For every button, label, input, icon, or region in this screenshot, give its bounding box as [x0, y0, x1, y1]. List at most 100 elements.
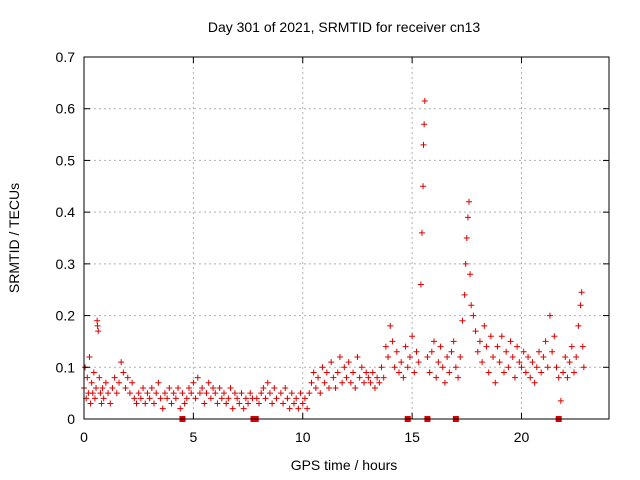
y-tick-label: 0.4 — [56, 204, 76, 220]
data-point — [105, 390, 112, 397]
data-point — [236, 400, 243, 407]
data-point — [549, 348, 556, 355]
data-point — [467, 271, 474, 278]
data-point — [229, 405, 236, 412]
data-point — [157, 395, 164, 402]
data-point — [301, 395, 308, 402]
data-point — [371, 384, 378, 391]
data-point — [579, 343, 586, 350]
data-point — [240, 405, 247, 412]
data-point — [494, 343, 501, 350]
data-point — [146, 395, 153, 402]
data-point — [522, 369, 529, 376]
y-tick-label: 0.2 — [56, 308, 76, 324]
x-tick-label: 15 — [404, 429, 420, 445]
data-point — [341, 364, 348, 371]
data-point — [328, 359, 335, 366]
data-point — [435, 359, 442, 366]
data-point — [546, 312, 553, 319]
data-point — [461, 291, 468, 298]
data-point — [420, 183, 427, 190]
data-point — [172, 395, 179, 402]
data-point — [577, 302, 584, 309]
data-point — [321, 379, 328, 386]
data-point — [161, 390, 168, 397]
data-point — [503, 348, 510, 355]
data-point — [120, 369, 127, 376]
data-point — [89, 390, 96, 397]
data-point — [476, 338, 483, 345]
data-point — [245, 400, 252, 407]
data-point — [196, 390, 203, 397]
data-point — [216, 384, 223, 391]
data-point — [536, 348, 542, 355]
data-point — [358, 364, 365, 371]
data-point — [319, 364, 326, 371]
data-point — [376, 379, 383, 386]
data-point — [214, 400, 221, 407]
data-point — [166, 384, 173, 391]
data-point — [111, 374, 118, 381]
data-point — [400, 374, 407, 381]
data-point — [262, 395, 269, 402]
data-point — [332, 384, 339, 391]
data-point — [286, 405, 293, 412]
data-point — [474, 348, 481, 355]
data-point — [242, 395, 249, 402]
data-point — [203, 390, 210, 397]
data-point — [155, 379, 162, 386]
data-point — [210, 384, 217, 391]
data-point — [201, 400, 208, 407]
data-point — [126, 390, 133, 397]
data-point — [88, 379, 95, 386]
data-point — [260, 384, 267, 391]
data-point — [468, 302, 475, 309]
data-point — [183, 395, 190, 402]
data-point — [90, 369, 97, 376]
data-point — [98, 400, 105, 407]
data-point — [113, 390, 120, 397]
data-point — [238, 390, 245, 397]
data-point — [295, 405, 302, 412]
data-point — [417, 281, 424, 288]
data-point — [487, 333, 494, 340]
data-point — [448, 348, 455, 355]
data-point — [452, 364, 459, 371]
data-point — [441, 379, 448, 386]
data-point — [481, 322, 488, 329]
data-point — [437, 343, 444, 350]
data-point — [470, 312, 477, 319]
data-point — [247, 390, 254, 397]
data-point — [256, 400, 262, 407]
data-point — [533, 364, 540, 371]
data-point — [483, 343, 490, 350]
data-point — [560, 369, 567, 376]
data-point — [339, 379, 346, 386]
data-point — [223, 400, 230, 407]
data-point — [553, 364, 560, 371]
data-point — [118, 359, 125, 366]
data-point — [354, 353, 361, 360]
data-point — [350, 369, 357, 376]
data-point — [306, 390, 313, 397]
data-point — [131, 395, 138, 402]
data-point — [571, 369, 577, 376]
data-point — [168, 400, 175, 407]
data-point — [304, 405, 311, 412]
data-point — [520, 348, 527, 355]
y-tick-label: 0.6 — [56, 101, 76, 117]
data-point — [568, 343, 575, 350]
data-point — [580, 364, 587, 371]
data-point — [207, 395, 214, 402]
data-point — [133, 400, 140, 407]
data-point — [424, 353, 431, 360]
data-point — [578, 289, 585, 296]
data-point — [277, 390, 284, 397]
data-point — [507, 338, 514, 345]
data-point — [159, 405, 166, 412]
x-tick-label: 20 — [514, 429, 530, 445]
data-point — [527, 374, 534, 381]
data-point — [299, 400, 306, 407]
data-point — [93, 384, 100, 391]
